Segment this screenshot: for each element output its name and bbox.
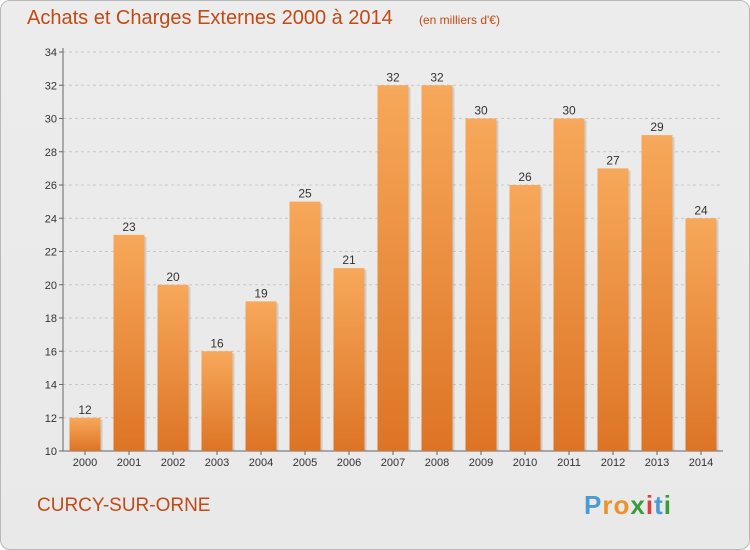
bar-2006: [333, 268, 365, 451]
y-tick-label: 34: [45, 47, 57, 59]
y-tick-label: 14: [45, 380, 57, 392]
chart-subtitle: (en milliers d'€): [419, 13, 500, 27]
y-tick-label: 12: [45, 413, 57, 425]
x-tick-label: 2011: [557, 457, 581, 469]
y-tick-label: 28: [45, 147, 57, 159]
logo-letter: i: [663, 490, 672, 520]
data-label-2000: 12: [78, 403, 92, 417]
y-tick-label: 22: [45, 247, 57, 259]
logo-letter: P: [584, 490, 603, 520]
bar-2011: [553, 118, 585, 451]
logo-letter: i: [645, 490, 655, 520]
x-tick-label: 2005: [293, 457, 317, 469]
logo-letter: r: [602, 490, 614, 520]
bar-2005: [289, 201, 321, 451]
y-tick-label: 24: [45, 213, 57, 225]
x-tick-label: 2007: [381, 457, 405, 469]
data-label-2001: 23: [122, 220, 136, 234]
data-label-2013: 29: [650, 120, 664, 134]
x-tick-label: 2014: [689, 457, 713, 469]
axes: 10 12 14 16 18 20 22 24 26 28 30 32 34 2000 2001 2002 20…: [45, 47, 723, 469]
y-tick-label: 32: [45, 80, 57, 92]
bar-2003: [201, 351, 233, 451]
data-label-2008: 32: [430, 70, 444, 84]
y-tick-label: 18: [45, 313, 57, 325]
bar-2000: [69, 417, 101, 451]
bar-2010: [509, 185, 541, 451]
data-label-2011: 30: [562, 104, 576, 118]
y-tick-label: 16: [45, 346, 57, 358]
bar-2004: [245, 301, 277, 451]
labels: 12 23 20 16 19 25 21 32 32 30 26 30 27 29 24: [78, 70, 708, 417]
data-label-2006: 21: [342, 253, 356, 267]
chart-title: Achats et Charges Externes 2000 à 2014: [27, 7, 393, 29]
bar-2014: [685, 218, 717, 451]
bar-2002: [157, 284, 189, 451]
data-label-2003: 16: [210, 336, 224, 350]
data-label-2009: 30: [474, 104, 488, 118]
proxiti-logo[interactable]: Proxiti: [584, 490, 672, 521]
x-tick-label: 2008: [425, 457, 449, 469]
data-label-2005: 25: [298, 187, 312, 201]
y-tick-label: 20: [45, 280, 57, 292]
x-tick-label: 2006: [337, 457, 361, 469]
x-tick-label: 2012: [601, 457, 625, 469]
bar-2012: [597, 168, 629, 451]
logo-letter: t: [654, 490, 664, 520]
bars: [69, 85, 719, 451]
bar-2013: [641, 135, 673, 451]
x-tick-label: 2010: [513, 457, 537, 469]
data-label-2014: 24: [694, 203, 708, 217]
x-tick-label: 2004: [249, 457, 273, 469]
data-label-2002: 20: [166, 270, 180, 284]
x-tick-label: 2001: [117, 457, 141, 469]
commune-name: CURCY-SUR-ORNE: [37, 495, 211, 516]
data-label-2012: 27: [606, 153, 620, 167]
y-tick-label: 10: [45, 446, 57, 458]
data-label-2010: 26: [518, 170, 532, 184]
y-tick-label: 30: [45, 114, 57, 126]
data-label-2004: 19: [254, 286, 268, 300]
bar-2001: [113, 234, 145, 451]
x-tick-label: 2013: [645, 457, 669, 469]
x-tick-label: 2009: [469, 457, 493, 469]
logo-letter: o: [613, 490, 631, 520]
x-tick-label: 2000: [73, 457, 97, 469]
y-tick-label: 26: [45, 180, 57, 192]
logo-letter: x: [630, 490, 646, 520]
bar-2007: [377, 85, 409, 451]
x-tick-label: 2002: [161, 457, 185, 469]
x-tick-label: 2003: [205, 457, 229, 469]
bar-2009: [465, 118, 497, 451]
data-label-2007: 32: [386, 70, 400, 84]
bar-2008: [421, 85, 453, 451]
